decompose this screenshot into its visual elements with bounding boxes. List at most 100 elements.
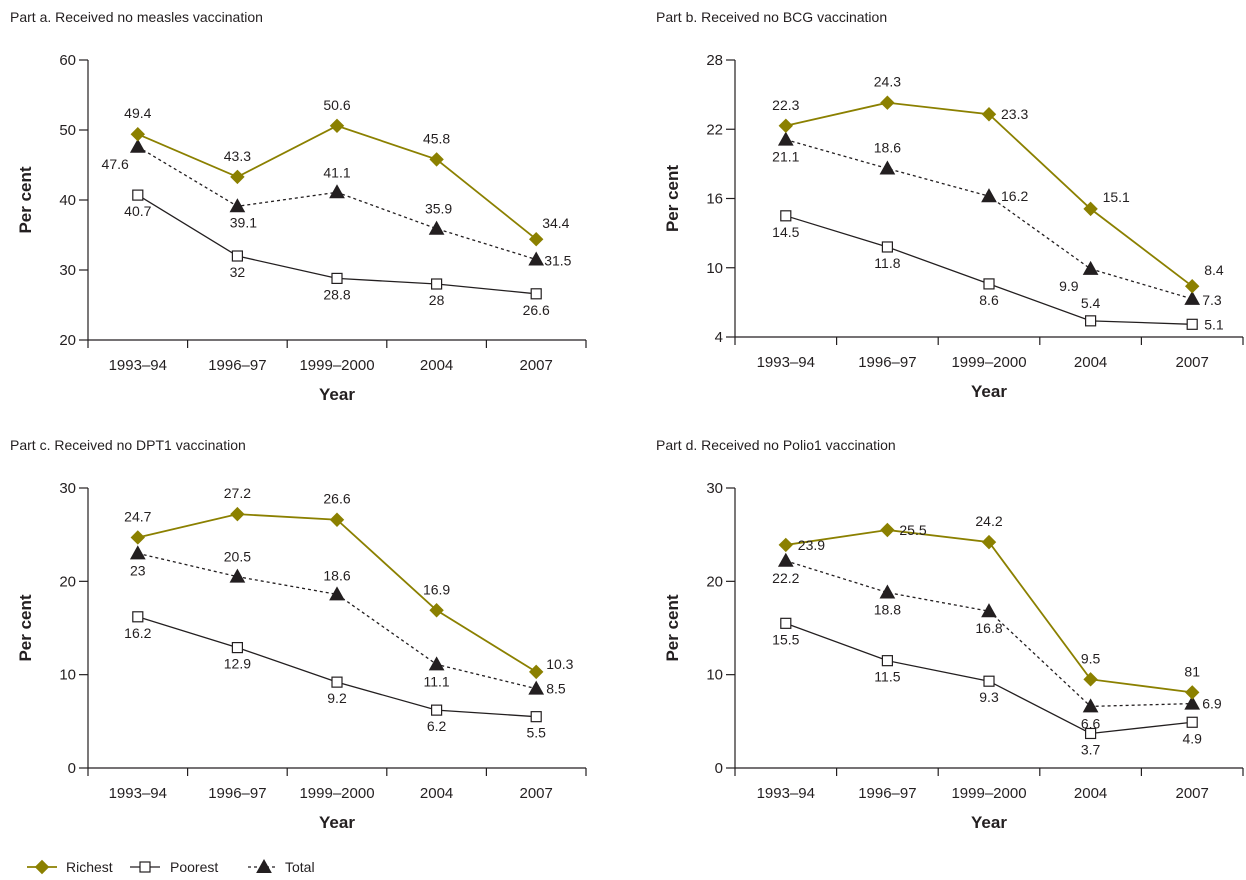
poorest-marker <box>530 711 542 723</box>
data-label: 18.8 <box>874 602 901 618</box>
x-tick-label: 2007 <box>520 357 553 374</box>
data-label: 49.4 <box>124 105 151 121</box>
y-tick-label: 10 <box>59 667 76 684</box>
legend-richest-marker <box>34 859 50 875</box>
x-tick-label: 2007 <box>520 785 553 802</box>
total-series-line <box>137 552 537 690</box>
y-axis-label: Per cent <box>16 166 35 233</box>
x-tick-label: 1996–97 <box>858 354 916 371</box>
total-marker <box>229 198 246 213</box>
data-label: 24.7 <box>124 508 151 524</box>
y-tick-label: 22 <box>706 121 723 138</box>
chart-title: Part d. Received no Polio1 vaccination <box>656 437 896 453</box>
x-tick-label: 2004 <box>1074 785 1107 802</box>
data-label: 11.1 <box>423 673 449 689</box>
x-tick-label: 1996–97 <box>208 785 266 802</box>
poorest-marker <box>331 272 343 284</box>
total-marker <box>1184 290 1201 305</box>
data-label: 16.2 <box>124 625 151 641</box>
legend-richest-label: Richest <box>66 859 113 875</box>
poorest-marker <box>983 675 995 687</box>
data-label: 5.1 <box>1204 316 1224 332</box>
data-label: 9.5 <box>1081 650 1101 666</box>
y-axis-label: Per cent <box>663 594 682 661</box>
y-tick-label: 30 <box>59 480 76 497</box>
data-label: 4.9 <box>1182 730 1202 746</box>
richest-marker <box>880 522 895 538</box>
chart-panel-a: Part a. Received no measles vaccination 2… <box>10 9 587 404</box>
data-label: 6.6 <box>1081 715 1101 731</box>
poorest-marker <box>780 617 792 629</box>
x-tick-label: 1996–97 <box>208 357 266 374</box>
poorest-marker <box>231 250 243 262</box>
poorest-marker <box>132 611 144 623</box>
data-label: 8.6 <box>979 292 999 308</box>
x-tick-label: 2004 <box>1074 354 1107 371</box>
data-label: 18.6 <box>874 139 901 155</box>
data-label: 31.5 <box>544 253 571 269</box>
data-label: 23.9 <box>798 537 825 553</box>
total-marker <box>528 680 545 695</box>
y-tick-label: 16 <box>706 191 723 208</box>
data-label: 5.5 <box>526 725 546 741</box>
total-marker <box>329 586 345 601</box>
x-tick-label: 1999–2000 <box>951 354 1026 371</box>
poorest-marker <box>331 676 343 688</box>
y-tick-label: 20 <box>59 332 76 349</box>
data-label: 14.5 <box>772 224 799 240</box>
richest-marker <box>130 530 146 545</box>
x-axis-label: Year <box>971 382 1007 401</box>
data-label: 7.3 <box>1202 292 1222 308</box>
chart-panel-d: Part d. Received no Polio1 vaccination 0 1… <box>656 437 1244 832</box>
total-marker <box>879 584 896 599</box>
richest-marker <box>778 537 794 553</box>
data-label: 11.5 <box>874 669 900 685</box>
richest-marker <box>1184 685 1200 700</box>
poorest-marker <box>431 704 443 716</box>
data-label: 25.5 <box>899 522 926 538</box>
y-tick-label: 30 <box>706 480 723 497</box>
y-tick-label: 4 <box>715 329 723 346</box>
richest-marker <box>981 534 997 550</box>
data-label: 3.7 <box>1081 741 1101 757</box>
total-marker <box>1082 260 1099 275</box>
x-tick-label: 1999–2000 <box>951 785 1026 802</box>
data-label: 23.3 <box>1001 106 1028 122</box>
x-tick-label: 1993–94 <box>109 357 167 374</box>
poorest-marker <box>431 278 443 290</box>
poorest-marker <box>132 189 144 201</box>
x-tick-label: 2007 <box>1176 354 1209 371</box>
total-marker <box>879 160 896 175</box>
total-marker <box>981 188 997 203</box>
richest-marker <box>429 152 444 167</box>
y-tick-label: 20 <box>59 573 76 590</box>
x-tick-label: 1999–2000 <box>299 785 374 802</box>
y-tick-label: 50 <box>59 122 76 139</box>
x-tick-label: 1993–94 <box>757 785 815 802</box>
total-marker <box>1184 695 1201 710</box>
total-marker <box>428 656 445 671</box>
richest-marker <box>130 126 146 142</box>
data-label: 81 <box>1184 663 1200 679</box>
poorest-marker <box>1084 315 1097 327</box>
richest-marker <box>329 118 345 134</box>
total-marker <box>1082 698 1099 713</box>
legend-total-label: Total <box>285 859 315 875</box>
data-label: 9.2 <box>327 690 347 706</box>
y-tick-label: 40 <box>59 192 76 209</box>
data-label: 43.3 <box>224 148 251 164</box>
data-label: 47.6 <box>102 156 129 172</box>
data-label: 10.3 <box>546 656 573 672</box>
chart-title: Part c. Received no DPT1 vaccination <box>10 437 246 453</box>
data-label: 24.3 <box>874 74 901 90</box>
y-tick-label: 30 <box>59 262 76 279</box>
richest-marker <box>1083 672 1098 687</box>
y-axis-label: Per cent <box>663 165 682 232</box>
richest-marker <box>778 118 794 133</box>
data-label: 32 <box>230 264 246 280</box>
chart-panel-c: Part c. Received no DPT1 vaccination 0 10 2… <box>10 437 587 832</box>
x-tick-label: 1999–2000 <box>299 357 374 374</box>
x-axis-label: Year <box>319 385 355 404</box>
data-label: 16.9 <box>423 581 450 597</box>
